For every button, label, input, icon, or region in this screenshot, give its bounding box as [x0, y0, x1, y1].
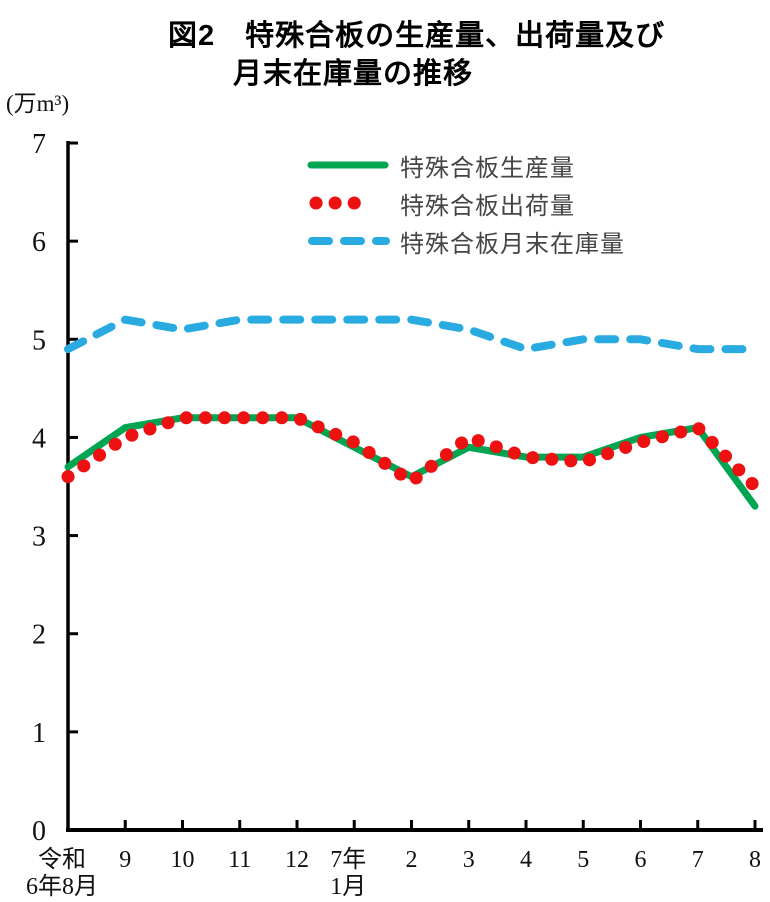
x-axis-tick-label: 1月: [330, 874, 366, 900]
legend-label-inventory: 特殊合板月末在庫量: [400, 230, 625, 258]
legend-swatch-dashed-line-icon: [308, 237, 390, 245]
legend-item-inventory: 特殊合板月末在庫量: [308, 222, 625, 260]
x-axis-tick-label: 11: [228, 847, 251, 873]
legend-item-shipment: 特殊合板出荷量: [308, 184, 625, 222]
y-axis-tick-label: 7: [32, 129, 46, 160]
y-axis-tick-label: 5: [32, 325, 46, 356]
series-inventory-dashed-line: [64, 315, 759, 354]
x-axis-tick-label: 3: [463, 847, 475, 873]
legend-label-shipment: 特殊合板出荷量: [400, 192, 575, 220]
legend-swatch-solid-line-icon: [307, 161, 389, 169]
x-axis-tick-label: 令和: [38, 846, 86, 873]
x-axis-tick-label: 9: [119, 847, 131, 873]
y-axis-tick-label: 3: [32, 522, 46, 553]
x-axis-tick-label: 7: [692, 847, 704, 873]
y-axis-unit-label: (万m³): [6, 91, 70, 116]
y-axis-tick-label: 4: [32, 423, 46, 454]
series-shipment-dotted-line: [61, 411, 762, 494]
y-axis-tick-label: 2: [32, 620, 46, 651]
legend-label-production: 特殊合板生産量: [400, 154, 575, 182]
x-axis-tick-label: 5: [577, 847, 589, 873]
y-axis-tick-label: 0: [32, 816, 46, 847]
chart-legend: 特殊合板生産量 特殊合板出荷量 特殊合板月末在庫量: [307, 146, 625, 260]
x-axis-tick-label: 12: [285, 847, 309, 873]
series-production-line: [64, 414, 759, 510]
x-axis-tick-label: 2: [406, 847, 418, 873]
legend-item-production: 特殊合板生産量: [307, 146, 625, 184]
x-axis-tick-label: 8: [749, 847, 761, 873]
x-axis-tick-label: 4: [520, 847, 532, 873]
x-axis-tick-label: 10: [171, 847, 195, 873]
x-axis-tick-label: 7年: [330, 846, 366, 873]
x-axis-tick-label: 6: [635, 847, 647, 873]
y-axis-tick-label: 6: [32, 227, 46, 258]
x-axis-tick-label: 6年8月: [26, 873, 98, 900]
legend-swatch-dotted-line-icon: [309, 196, 380, 210]
y-axis-tick-label: 1: [32, 718, 46, 749]
chart-title-line2: 月末在庫量の推移: [233, 58, 474, 90]
chart-title-line1: 図2 特殊合板の生産量、出荷量及び: [168, 20, 666, 52]
